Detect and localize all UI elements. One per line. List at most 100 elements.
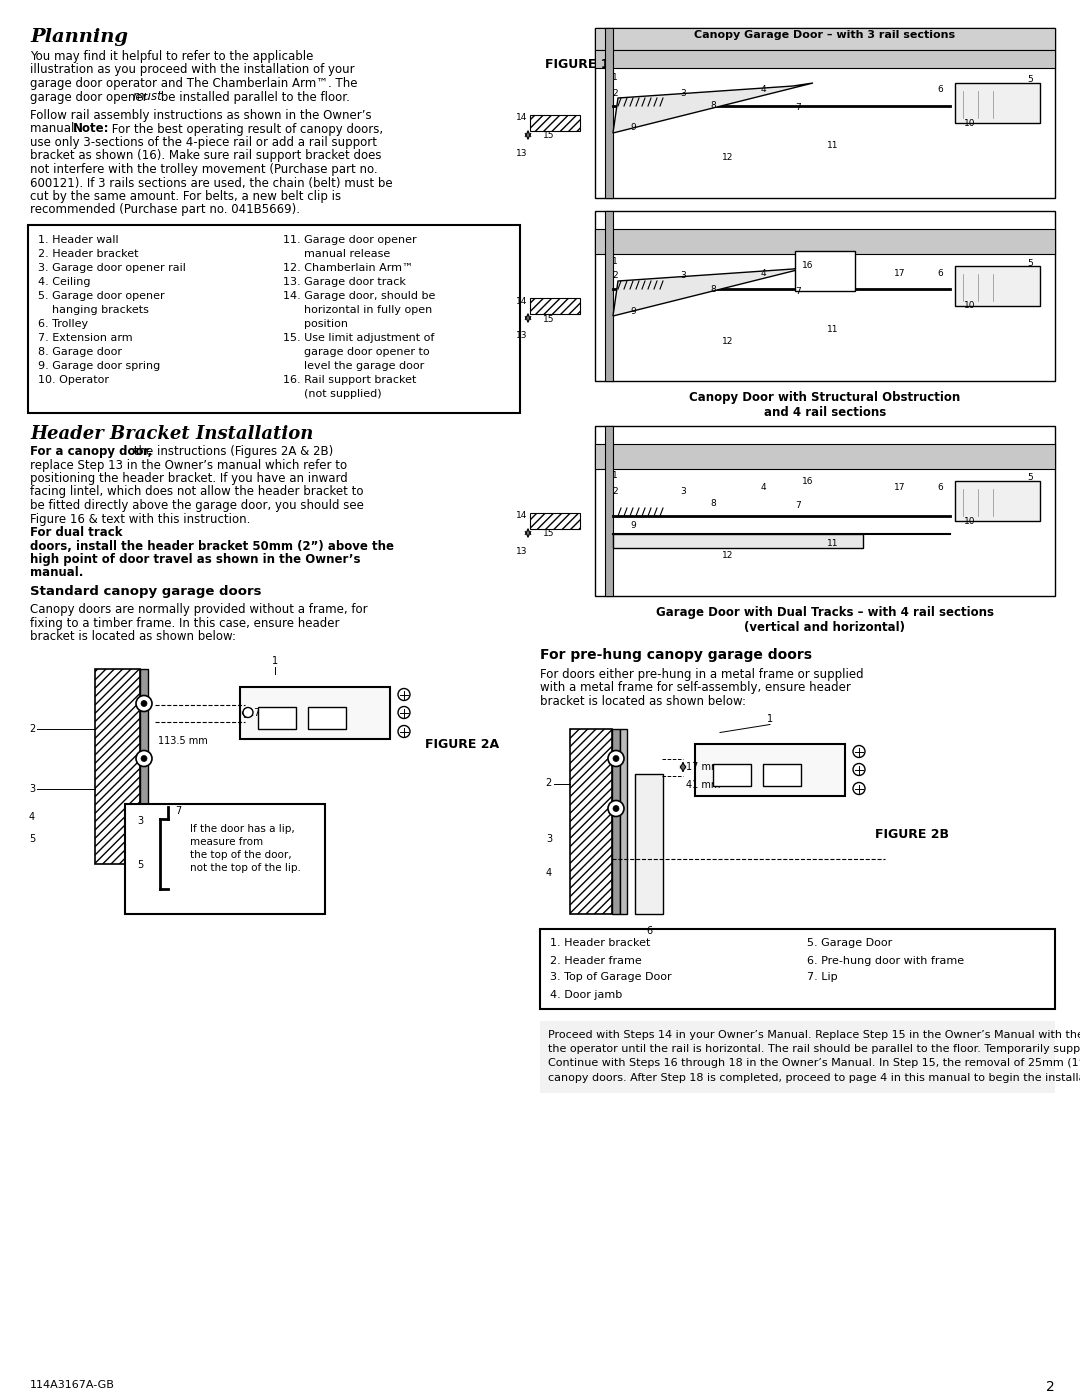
Circle shape: [243, 707, 253, 718]
Text: 14: 14: [516, 113, 528, 123]
Text: Canopy doors are normally provided without a frame, for: Canopy doors are normally provided witho…: [30, 604, 367, 616]
Text: Follow rail assembly instructions as shown in the Owner’s: Follow rail assembly instructions as sho…: [30, 109, 372, 122]
Bar: [762, 764, 801, 785]
Text: 6: 6: [937, 85, 943, 95]
Text: You may find it helpful to refer to the applicable: You may find it helpful to refer to the …: [30, 50, 313, 63]
Text: 8. Garage door: 8. Garage door: [38, 346, 122, 358]
Text: 2: 2: [1047, 1380, 1055, 1394]
Bar: [605, 211, 613, 381]
Text: 3: 3: [680, 88, 686, 98]
Text: 8: 8: [711, 285, 716, 293]
Circle shape: [853, 764, 865, 775]
Text: 8: 8: [711, 102, 716, 110]
Text: high point of door travel as shown in the Owner’s: high point of door travel as shown in th…: [30, 553, 361, 566]
Text: manual.: manual.: [30, 123, 82, 136]
Text: garage door opener: garage door opener: [30, 91, 151, 103]
Text: 41 mm: 41 mm: [686, 781, 720, 791]
Text: 13: 13: [516, 331, 528, 341]
Text: positioning the header bracket. If you have an inward: positioning the header bracket. If you h…: [30, 472, 348, 485]
Text: 5: 5: [137, 861, 144, 870]
Bar: [570, 728, 612, 914]
Circle shape: [141, 700, 147, 707]
Text: 3: 3: [680, 271, 686, 281]
Text: bracket as shown (16). Make sure rail support bracket does: bracket as shown (16). Make sure rail su…: [30, 149, 381, 162]
Text: 600121). If 3 rails sections are used, the chain (belt) must be: 600121). If 3 rails sections are used, t…: [30, 176, 393, 190]
Text: 2: 2: [612, 271, 618, 281]
Bar: [595, 50, 1055, 68]
Text: the operator until the rail is horizontal. The rail should be parallel to the fl: the operator until the rail is horizonta…: [548, 1045, 1080, 1055]
Text: 12: 12: [723, 552, 733, 560]
Text: 4: 4: [760, 268, 766, 278]
Text: 13: 13: [516, 546, 528, 556]
Text: not interfere with the trolley movement (Purchase part no.: not interfere with the trolley movement …: [30, 163, 378, 176]
Circle shape: [399, 725, 410, 738]
Text: Figure 16 & text with this instruction.: Figure 16 & text with this instruction.: [30, 513, 251, 525]
Text: 17: 17: [894, 483, 906, 493]
Text: be installed parallel to the floor.: be installed parallel to the floor.: [157, 91, 350, 103]
Text: facing lintel, which does not allow the header bracket to: facing lintel, which does not allow the …: [30, 486, 364, 499]
Text: 4: 4: [29, 812, 35, 821]
Text: Canopy Garage Door – with 3 rail sections: Canopy Garage Door – with 3 rail section…: [694, 29, 956, 41]
Text: 13. Garage door track: 13. Garage door track: [283, 277, 406, 286]
Text: 17: 17: [894, 268, 906, 278]
Bar: [713, 764, 751, 785]
Text: 4. Ceiling: 4. Ceiling: [38, 277, 91, 286]
Text: 7: 7: [795, 502, 801, 510]
Circle shape: [399, 707, 410, 718]
Text: 3: 3: [29, 784, 35, 793]
Text: For dual track: For dual track: [30, 527, 122, 539]
Bar: [540, 929, 1055, 1009]
Bar: [308, 707, 346, 728]
Circle shape: [136, 750, 152, 767]
Bar: [95, 669, 140, 863]
Text: 15: 15: [543, 314, 554, 324]
Text: 6. Pre-hung door with frame: 6. Pre-hung door with frame: [807, 956, 964, 965]
Circle shape: [608, 750, 624, 767]
Text: 2: 2: [612, 486, 618, 496]
Text: 7: 7: [795, 103, 801, 113]
Text: 3: 3: [137, 816, 143, 827]
Text: 11: 11: [827, 539, 839, 549]
Text: 1: 1: [272, 657, 278, 666]
Text: 7. Extension arm: 7. Extension arm: [38, 332, 133, 344]
Text: 7: 7: [175, 806, 181, 816]
Bar: [595, 229, 1055, 254]
Text: 12: 12: [723, 337, 733, 345]
Bar: [612, 728, 620, 914]
Text: 10: 10: [964, 517, 975, 525]
Text: manual release: manual release: [283, 249, 390, 258]
Bar: [605, 28, 613, 198]
Bar: [955, 82, 1040, 123]
Text: 6: 6: [937, 483, 943, 493]
Bar: [595, 28, 1055, 198]
Bar: [795, 251, 855, 291]
Circle shape: [608, 800, 624, 816]
Text: bracket is located as shown below:: bracket is located as shown below:: [30, 630, 237, 643]
Text: 114A3167A-GB: 114A3167A-GB: [30, 1380, 114, 1390]
Text: 5: 5: [1027, 75, 1032, 84]
Text: must: must: [133, 91, 163, 103]
Text: 17 mm: 17 mm: [248, 708, 283, 718]
Text: 1: 1: [612, 472, 618, 481]
Text: For doors either pre-hung in a metal frame or supplied: For doors either pre-hung in a metal fra…: [540, 668, 864, 680]
Text: fixing to a timber frame. In this case, ensure header: fixing to a timber frame. In this case, …: [30, 616, 339, 630]
Text: (vertical and horizontal): (vertical and horizontal): [744, 622, 905, 634]
Bar: [595, 28, 1055, 50]
Text: 9: 9: [630, 306, 636, 316]
Text: 2. Header bracket: 2. Header bracket: [38, 249, 138, 258]
Text: 1: 1: [612, 74, 618, 82]
Text: For a canopy door,: For a canopy door,: [30, 446, 152, 458]
Circle shape: [853, 782, 865, 795]
Circle shape: [853, 746, 865, 757]
Text: 11: 11: [827, 324, 839, 334]
Text: 12: 12: [723, 154, 733, 162]
Bar: [530, 298, 580, 314]
Text: 3: 3: [545, 834, 552, 844]
Circle shape: [399, 689, 410, 700]
Text: bracket is located as shown below:: bracket is located as shown below:: [540, 694, 746, 708]
Text: 5: 5: [1027, 474, 1032, 482]
Bar: [530, 115, 580, 131]
Text: FIGURE 1: FIGURE 1: [545, 59, 609, 71]
Text: doors, install the header bracket 50mm (2”) above the: doors, install the header bracket 50mm (…: [30, 539, 394, 552]
Text: 4: 4: [545, 869, 552, 879]
